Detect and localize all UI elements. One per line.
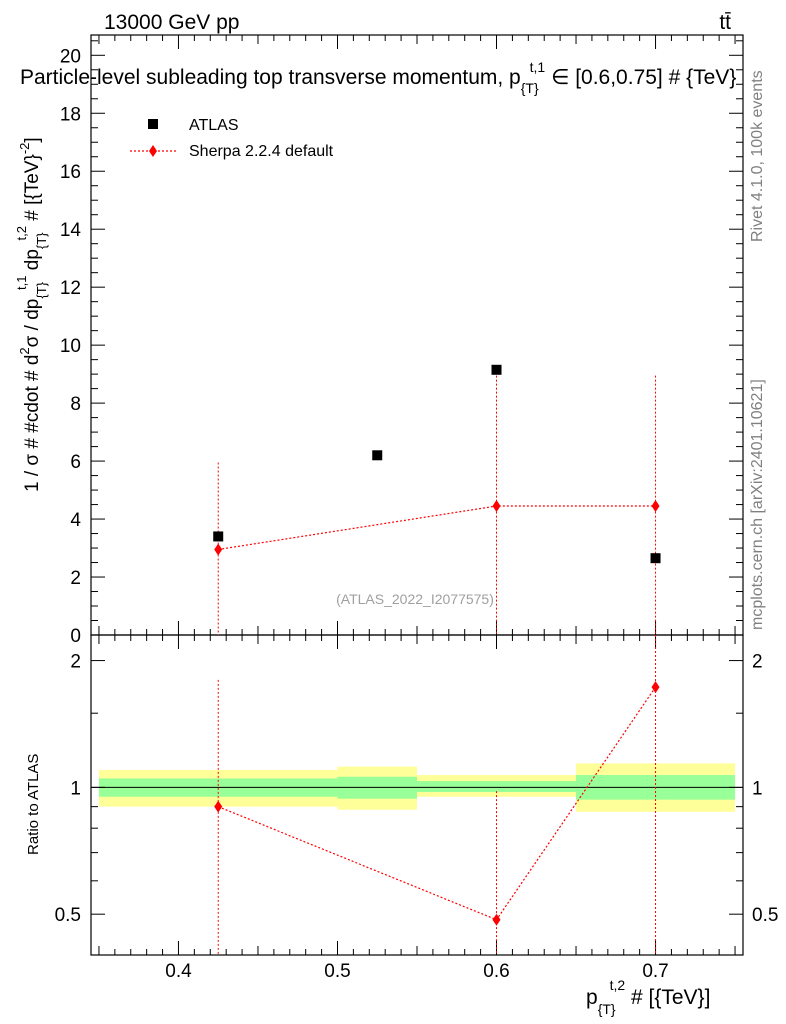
- sherpa-point-2: [651, 500, 660, 513]
- sherpa-point-0: [214, 543, 223, 556]
- y-tick-label: 14: [60, 220, 82, 241]
- y-tick-label: 4: [70, 510, 81, 531]
- atlas-point-3: [650, 553, 661, 564]
- x-tick-label: 0.5: [324, 961, 350, 982]
- analysis-watermark: (ATLAS_2022_I2077575): [336, 591, 494, 607]
- ratio-point-0: [214, 800, 223, 813]
- legend-sherpa-marker: [149, 145, 157, 157]
- ratio-point-1: [492, 913, 501, 926]
- x-axis-label: p{T}t,2 # [{TeV}]: [586, 977, 710, 1017]
- ratio-y-tick-label: 2: [70, 652, 81, 673]
- chart-title: Particle-level subleading top transverse…: [20, 59, 736, 96]
- ratio-series: [214, 635, 660, 955]
- ratio-y-tick-label: 1: [70, 778, 81, 799]
- y-tick-label: 2: [70, 568, 81, 589]
- y-tick-label: 16: [60, 162, 81, 183]
- ratio-point-2: [651, 681, 660, 694]
- sherpa-line: [218, 505, 656, 551]
- rivet-label: Rivet 4.1.0, 100k events: [749, 70, 766, 242]
- ratio-y-axis-label: Ratio to ATLAS: [25, 754, 42, 855]
- x-tick-label: 0.6: [483, 961, 509, 982]
- y-tick-label: 8: [70, 394, 81, 415]
- y-tick-label: 6: [70, 452, 81, 473]
- atlas-point-1: [372, 450, 383, 461]
- y-tick-label: 18: [60, 104, 81, 125]
- atlas-point-0: [213, 531, 224, 542]
- y-tick-label: 20: [60, 46, 81, 67]
- x-tick-label: 0.4: [165, 961, 192, 982]
- legend-sherpa-label: Sherpa 2.2.4 default: [189, 143, 334, 160]
- legend-atlas-marker: [148, 119, 158, 129]
- y-axis-label: 1 / σ # #cdot # d2σ / dp{T}t,1 dp{T}t,2 …: [14, 137, 49, 492]
- ratio-y-tick-label-right: 0.5: [752, 905, 778, 926]
- header-process: tt̄: [719, 11, 731, 34]
- x-tick-label: 0.7: [642, 961, 668, 982]
- y-tick-label: 12: [60, 278, 81, 299]
- ratio-y-tick-label-right: 2: [752, 652, 763, 673]
- legend-atlas-label: ATLAS: [189, 117, 239, 134]
- mcplots-label: mcplots.cern.ch [arXiv:2401.10621]: [749, 379, 766, 630]
- ratio-y-tick-label-right: 1: [752, 778, 763, 799]
- legend: ATLAS Sherpa 2.2.4 default: [130, 117, 334, 160]
- sherpa-point-1: [492, 500, 501, 513]
- atlas-point-2: [491, 364, 502, 375]
- ratio-band-green-2: [417, 781, 577, 793]
- main-series: [213, 364, 661, 635]
- header-energy: 13000 GeV pp: [104, 11, 239, 34]
- y-tick-label: 10: [60, 336, 81, 357]
- ratio-uncertainty-bands: [91, 763, 743, 812]
- y-tick-label: 0: [70, 626, 81, 647]
- ratio-y-tick-label: 0.5: [55, 905, 81, 926]
